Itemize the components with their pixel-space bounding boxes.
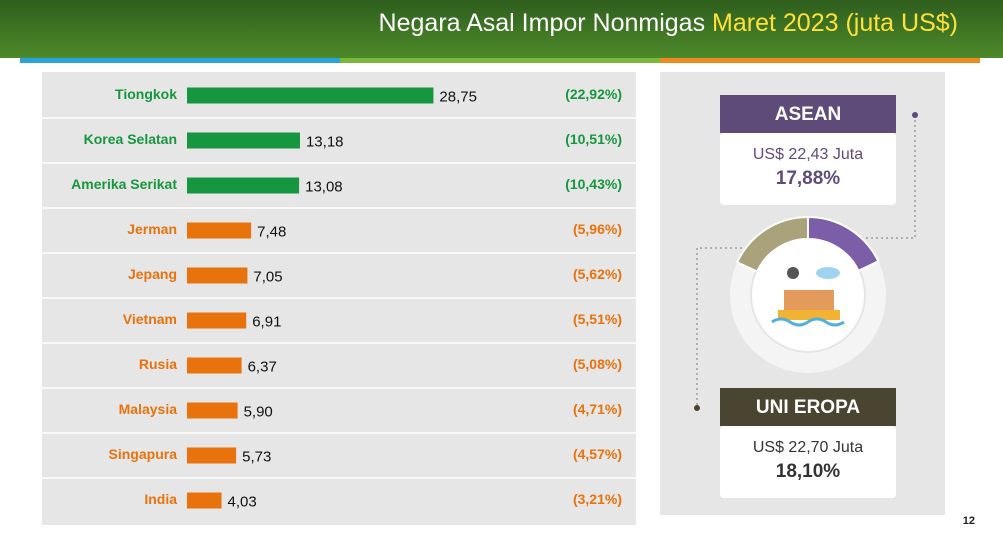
donut-segment [735,215,809,273]
region-body [720,426,896,498]
category-label: Singapura [109,446,178,462]
category-label: Korea Selatan [84,131,177,147]
value-label: 4,03 [228,493,257,510]
category-label: Amerika Serikat [71,176,177,192]
title-main: Negara Asal Impor Nonmigas [379,9,706,37]
region-header [720,388,896,426]
icon [778,310,840,320]
page-number: 12 [963,515,975,527]
bar-chart: Tiongkok 28,75 (22,92%) Korea Selatan 13,18 (… [42,86,636,510]
bar [187,177,300,194]
icon [771,317,845,327]
value-label: 5,90 [244,403,273,420]
region-name: ASEAN [775,104,842,125]
stripe [340,58,660,63]
connector-dot [912,112,918,118]
value-label: 7,05 [253,268,282,285]
stripe [20,58,340,63]
value-label: 13,18 [306,133,344,150]
share-label: (5,96%) [573,221,622,237]
category-label: Jerman [127,221,177,237]
share-label: (3,21%) [573,491,622,507]
region-amount: US$ 22,43 Juta [753,146,863,163]
share-label: (10,43%) [565,176,622,192]
bar [187,402,238,419]
connector [845,115,916,239]
share-label: (4,57%) [573,446,622,462]
region-amount: US$ 22,70 Juta [753,439,863,456]
bar [187,492,222,509]
title: Negara Asal Impor Nonmigas Maret 2023 (j… [379,9,958,37]
value-label: 7,48 [257,223,286,240]
share-label: (5,08%) [573,356,622,372]
category-label: Malaysia [119,401,178,417]
category-label: India [144,491,177,507]
icon [787,267,799,279]
region-share: 18,10% [776,461,841,482]
share-label: (10,51%) [565,131,622,147]
value-label: 13,08 [305,178,343,195]
category-label: Jepang [128,266,177,282]
bar [187,447,237,464]
title-highlight: Maret 2023 (juta US$) [712,9,958,37]
bar [187,357,242,374]
stripe [660,58,980,63]
share-label: (22,92%) [565,86,622,102]
region-body [720,133,896,205]
share-label: (5,51%) [573,311,622,327]
value-label: 6,37 [248,358,277,375]
category-label: Rusia [139,356,177,372]
category-label: Tiongkok [115,86,177,102]
region-name: UNI EROPA [756,397,860,418]
bar [187,132,300,149]
bar [187,312,247,329]
donut-chart: ASEAN US$ 22,43 Juta 17,88% UNI EROPA US$ 22… [694,95,918,498]
region-share: 17,88% [776,168,841,189]
category-label: Vietnam [123,311,177,327]
icon [816,267,840,279]
bar [187,222,252,239]
donut-segment [807,215,880,273]
connector-dot [694,405,700,411]
region-header [720,95,896,133]
share-label: (4,71%) [573,401,622,417]
value-label: 28,75 [439,88,477,105]
connector [696,247,752,408]
value-label: 5,73 [242,448,271,465]
icon [784,290,834,312]
share-label: (5,62%) [573,266,622,282]
header-band [0,0,1003,58]
value-label: 6,91 [252,313,281,330]
bar [187,267,248,284]
bar [187,87,434,104]
